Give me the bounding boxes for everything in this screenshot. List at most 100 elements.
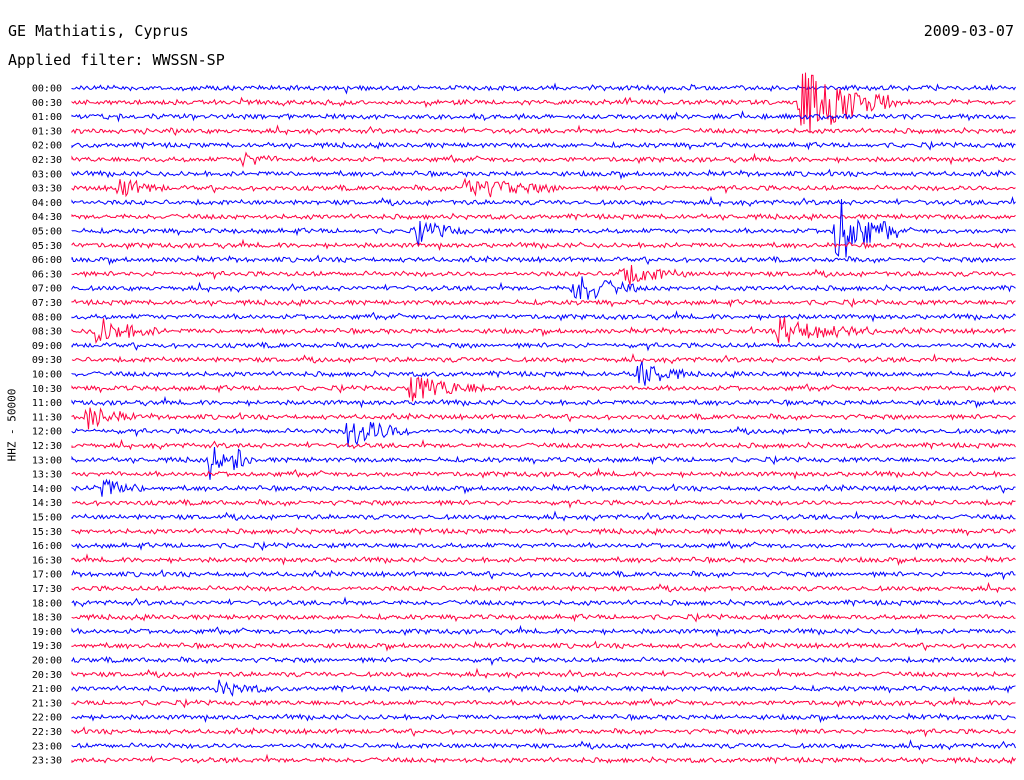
row-time-label: 23:00 xyxy=(32,741,62,752)
row-time-label: 04:00 xyxy=(32,198,62,209)
trace-row-line xyxy=(71,446,1016,480)
trace-row-line xyxy=(71,527,1016,537)
row-time-label: 23:30 xyxy=(32,756,62,767)
trace-row-line xyxy=(71,341,1016,352)
row-time-label: 12:30 xyxy=(32,441,62,452)
row-time-label: 22:00 xyxy=(32,713,62,724)
row-time-label: 19:30 xyxy=(32,641,62,652)
trace-row-line xyxy=(71,72,1016,134)
row-time-label: 11:30 xyxy=(32,412,62,423)
row-time-label: 21:30 xyxy=(32,698,62,709)
trace-row-line xyxy=(71,195,1016,208)
trace-row-line xyxy=(71,696,1016,709)
row-time-label: 00:30 xyxy=(32,98,62,109)
trace-row-line xyxy=(71,478,1016,497)
row-time-label: 09:00 xyxy=(32,341,62,352)
trace-row-line xyxy=(71,238,1016,252)
trace-row-line xyxy=(71,726,1016,738)
trace-row-line xyxy=(71,407,1016,430)
trace-row-line xyxy=(71,177,1016,198)
row-time-label: 07:00 xyxy=(32,284,62,295)
trace-row-line xyxy=(71,467,1016,480)
row-time-label: 00:00 xyxy=(32,84,62,95)
trace-row-line xyxy=(71,612,1016,623)
row-time-label: 05:00 xyxy=(32,227,62,238)
row-time-label: 10:00 xyxy=(32,370,62,381)
trace-row-line xyxy=(71,679,1016,697)
row-time-label: 18:00 xyxy=(32,598,62,609)
trace-row-line xyxy=(71,376,1016,402)
row-time-label: 08:30 xyxy=(32,327,62,338)
trace-row-line xyxy=(71,297,1016,308)
row-time-label: 13:00 xyxy=(32,455,62,466)
row-time-label: 02:30 xyxy=(32,155,62,166)
station-title: GE Mathiatis, Cyprus xyxy=(8,22,189,40)
trace-row-line xyxy=(71,395,1016,409)
trace-row-line xyxy=(71,667,1016,680)
row-time-label: 06:30 xyxy=(32,269,62,280)
row-time-label: 09:30 xyxy=(32,355,62,366)
trace-row-line xyxy=(71,276,1016,300)
trace-row-line xyxy=(71,317,1016,344)
row-time-label: 03:00 xyxy=(32,169,62,180)
row-time-label: 20:30 xyxy=(32,670,62,681)
trace-row-line xyxy=(71,421,1016,447)
trace-row-line xyxy=(71,212,1016,222)
row-time-label: 18:30 xyxy=(32,613,62,624)
row-time-label: 01:30 xyxy=(32,126,62,137)
trace-row-line xyxy=(71,655,1016,667)
row-time-label: 02:00 xyxy=(32,141,62,152)
trace-row-line xyxy=(71,254,1016,266)
trace-row-line xyxy=(71,438,1016,451)
row-time-label: 07:30 xyxy=(32,298,62,309)
row-time-label: 08:00 xyxy=(32,312,62,323)
trace-row-line xyxy=(71,82,1016,95)
row-time-label: 05:30 xyxy=(32,241,62,252)
row-time-label: 17:00 xyxy=(32,570,62,581)
trace-row-line xyxy=(71,568,1016,581)
trace-row-line xyxy=(71,353,1016,365)
row-time-label: 21:00 xyxy=(32,684,62,695)
trace-row-line xyxy=(71,151,1016,168)
trace-row-line xyxy=(71,510,1016,522)
row-time-label: 12:00 xyxy=(32,427,62,438)
row-time-label: 11:00 xyxy=(32,398,62,409)
trace-row-line xyxy=(71,553,1016,566)
row-time-label: 22:30 xyxy=(32,727,62,738)
row-time-label: 15:30 xyxy=(32,527,62,538)
row-time-label: 16:00 xyxy=(32,541,62,552)
row-time-label: 13:30 xyxy=(32,470,62,481)
filter-label: Applied filter: WWSSN-SP xyxy=(8,51,225,69)
trace-row-line xyxy=(71,640,1016,652)
trace-row-line xyxy=(71,264,1016,286)
trace-row-line xyxy=(71,624,1016,638)
trace-row-line xyxy=(71,712,1016,724)
trace-row-line xyxy=(71,124,1016,137)
trace-row-line xyxy=(71,498,1016,509)
trace-row-line xyxy=(71,596,1016,608)
trace-row-line xyxy=(71,310,1016,323)
row-time-label: 17:30 xyxy=(32,584,62,595)
row-time-label: 14:30 xyxy=(32,498,62,509)
row-time-label: 03:30 xyxy=(32,184,62,195)
trace-row-line xyxy=(71,581,1016,594)
trace-row-line xyxy=(71,753,1016,765)
trace-row-line xyxy=(71,199,1016,258)
row-time-label: 20:00 xyxy=(32,656,62,667)
trace-row-line xyxy=(71,540,1016,552)
row-time-label: 01:00 xyxy=(32,112,62,123)
trace-row-line xyxy=(71,168,1016,180)
row-time-label: 14:00 xyxy=(32,484,62,495)
row-time-label: 19:00 xyxy=(32,627,62,638)
row-time-label: 15:00 xyxy=(32,513,62,524)
row-time-label: 10:30 xyxy=(32,384,62,395)
trace-row-line xyxy=(71,361,1016,386)
trace-row-line xyxy=(71,110,1016,123)
row-time-label: 04:30 xyxy=(32,212,62,223)
trace-row-line xyxy=(71,140,1016,151)
trace-row-line xyxy=(71,739,1016,751)
record-date: 2009-03-07 xyxy=(923,22,1014,40)
row-time-label: 16:30 xyxy=(32,555,62,566)
row-time-label: 06:00 xyxy=(32,255,62,266)
